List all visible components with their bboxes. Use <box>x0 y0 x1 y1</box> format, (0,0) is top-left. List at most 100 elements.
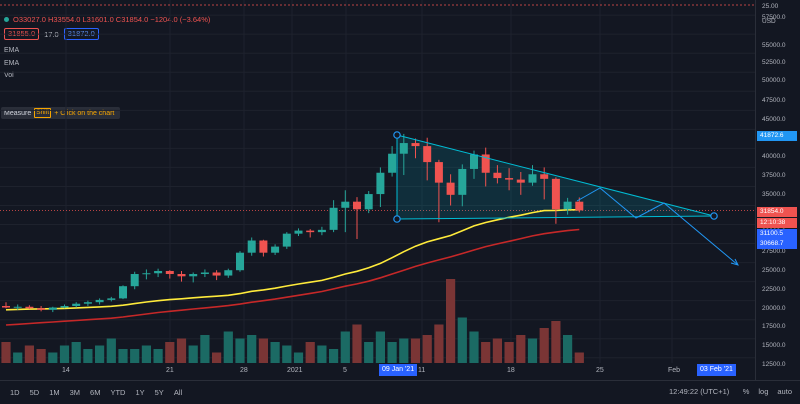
range-end-date: 03 Feb '21 <box>697 364 736 376</box>
candle-body <box>399 143 408 154</box>
measure-hint: + Click on the chart <box>54 109 115 117</box>
range-button-3m[interactable]: 3M <box>69 388 81 397</box>
high-value: H33554.0 <box>47 15 81 24</box>
price-chart[interactable] <box>0 0 755 363</box>
projection-path <box>576 187 739 266</box>
candle-body <box>341 201 350 208</box>
volume-bar <box>48 352 58 363</box>
candle-body <box>551 178 560 210</box>
candle-body <box>2 305 10 308</box>
candle-body <box>540 174 549 179</box>
pattern-anchor-handle <box>393 131 401 139</box>
candle-body <box>364 194 373 210</box>
volume-bar <box>212 352 222 363</box>
candle-body <box>481 154 490 173</box>
volume-bar <box>422 335 432 363</box>
candle-body <box>317 229 326 233</box>
volume-bar <box>340 331 350 363</box>
shift-key-badge: Shift <box>34 108 52 118</box>
candle-body <box>247 240 256 253</box>
projection-arrow <box>730 258 739 266</box>
candle-body <box>72 303 81 306</box>
candle-body <box>165 270 174 275</box>
pattern-anchor-handle <box>393 215 401 223</box>
price-tick: 57500.0 <box>762 14 786 21</box>
candle-body <box>575 201 584 211</box>
range-button-6m[interactable]: 6M <box>90 388 101 397</box>
candle-body <box>83 302 92 304</box>
range-button-all[interactable]: All <box>173 388 183 397</box>
low-value: L31601.0 <box>82 15 114 24</box>
price-tick: 52500.0 <box>762 59 786 66</box>
time-tick: 5 <box>343 367 347 374</box>
close-value: C31854.0 <box>115 15 149 24</box>
range-button-ytd[interactable]: YTD <box>110 388 126 397</box>
volume-bars <box>1 279 584 363</box>
time-tick: Feb <box>668 367 681 374</box>
volume-bar <box>410 338 421 363</box>
indicator-ema-fast[interactable]: EMA <box>4 47 20 54</box>
price-tick: 17500.0 <box>762 323 786 330</box>
candle-body <box>13 306 22 308</box>
symbol-status-dot <box>4 17 9 22</box>
range-button-1y[interactable]: 1Y <box>135 388 145 397</box>
measure-label: Measure <box>4 109 32 117</box>
volume-bar <box>387 342 397 363</box>
volume-bar <box>95 345 105 363</box>
indicator-ema-slow[interactable]: EMA <box>4 59 20 67</box>
price-axis[interactable]: 25.00 USD 57500.0 55000.0 52500.0 50000.0 47… <box>755 0 800 380</box>
utc-clock[interactable]: 12:49:22 (UTC+1) <box>669 387 730 396</box>
range-button-1m[interactable]: 1M <box>49 388 60 397</box>
price-tick: 27500.0 <box>762 248 786 255</box>
volume-bar <box>106 338 116 363</box>
time-tick: 18 <box>507 367 515 374</box>
candle-body <box>516 179 525 183</box>
volume-bar <box>83 349 93 363</box>
candle-body <box>130 274 139 287</box>
volume-bar <box>352 324 362 363</box>
price-tick: 47500.0 <box>762 97 786 104</box>
candle-body <box>119 286 127 299</box>
volume-bar <box>375 331 385 363</box>
candle-body <box>177 274 186 277</box>
candle-body <box>446 182 455 195</box>
range-button-1d[interactable]: 1D <box>10 388 20 397</box>
ema-fast-line <box>5 209 580 311</box>
range-button-5y[interactable]: 5Y <box>154 388 164 397</box>
volume-bar <box>1 342 11 363</box>
ema-lines <box>5 209 580 326</box>
volume-bar <box>247 335 257 363</box>
percent-scale-button[interactable]: % <box>742 387 750 396</box>
volume-bar <box>539 328 549 363</box>
range-button-5d[interactable]: 5D <box>29 388 40 397</box>
volume-bar <box>457 317 467 363</box>
price-tick: 50000.0 <box>762 77 786 84</box>
price-badge: 31854.0 <box>757 207 797 217</box>
volume-bar <box>24 345 34 363</box>
pattern-anchor-handle <box>710 212 718 220</box>
volume-bar <box>563 335 573 363</box>
candle-body <box>470 154 478 169</box>
candle-body <box>294 230 303 234</box>
volume-bar <box>118 349 128 363</box>
volume-bar <box>200 335 210 363</box>
candle-body <box>212 272 221 276</box>
volume-bar <box>282 345 292 363</box>
volume-bar <box>188 345 198 363</box>
log-scale-button[interactable]: log <box>758 387 769 396</box>
volume-bar <box>574 352 584 363</box>
volume-bar <box>434 324 444 363</box>
candle-body <box>271 246 280 253</box>
candle-body <box>388 153 397 173</box>
candle-body <box>563 201 572 210</box>
volume-bar <box>141 345 151 363</box>
price-badge: 41872.6 <box>757 131 797 141</box>
indicator-volume[interactable]: Vol <box>4 72 14 79</box>
price-tick: 20000.0 <box>762 305 786 312</box>
volume-bar <box>270 342 280 363</box>
time-axis[interactable]: 14 21 28 2021 5 11 18 25 Feb 09 Jan '21 03 Feb '… <box>0 363 755 380</box>
auto-scale-button[interactable]: auto <box>777 387 792 396</box>
candle-body <box>434 162 443 183</box>
candle-body <box>306 230 315 233</box>
candle-body <box>353 201 361 210</box>
